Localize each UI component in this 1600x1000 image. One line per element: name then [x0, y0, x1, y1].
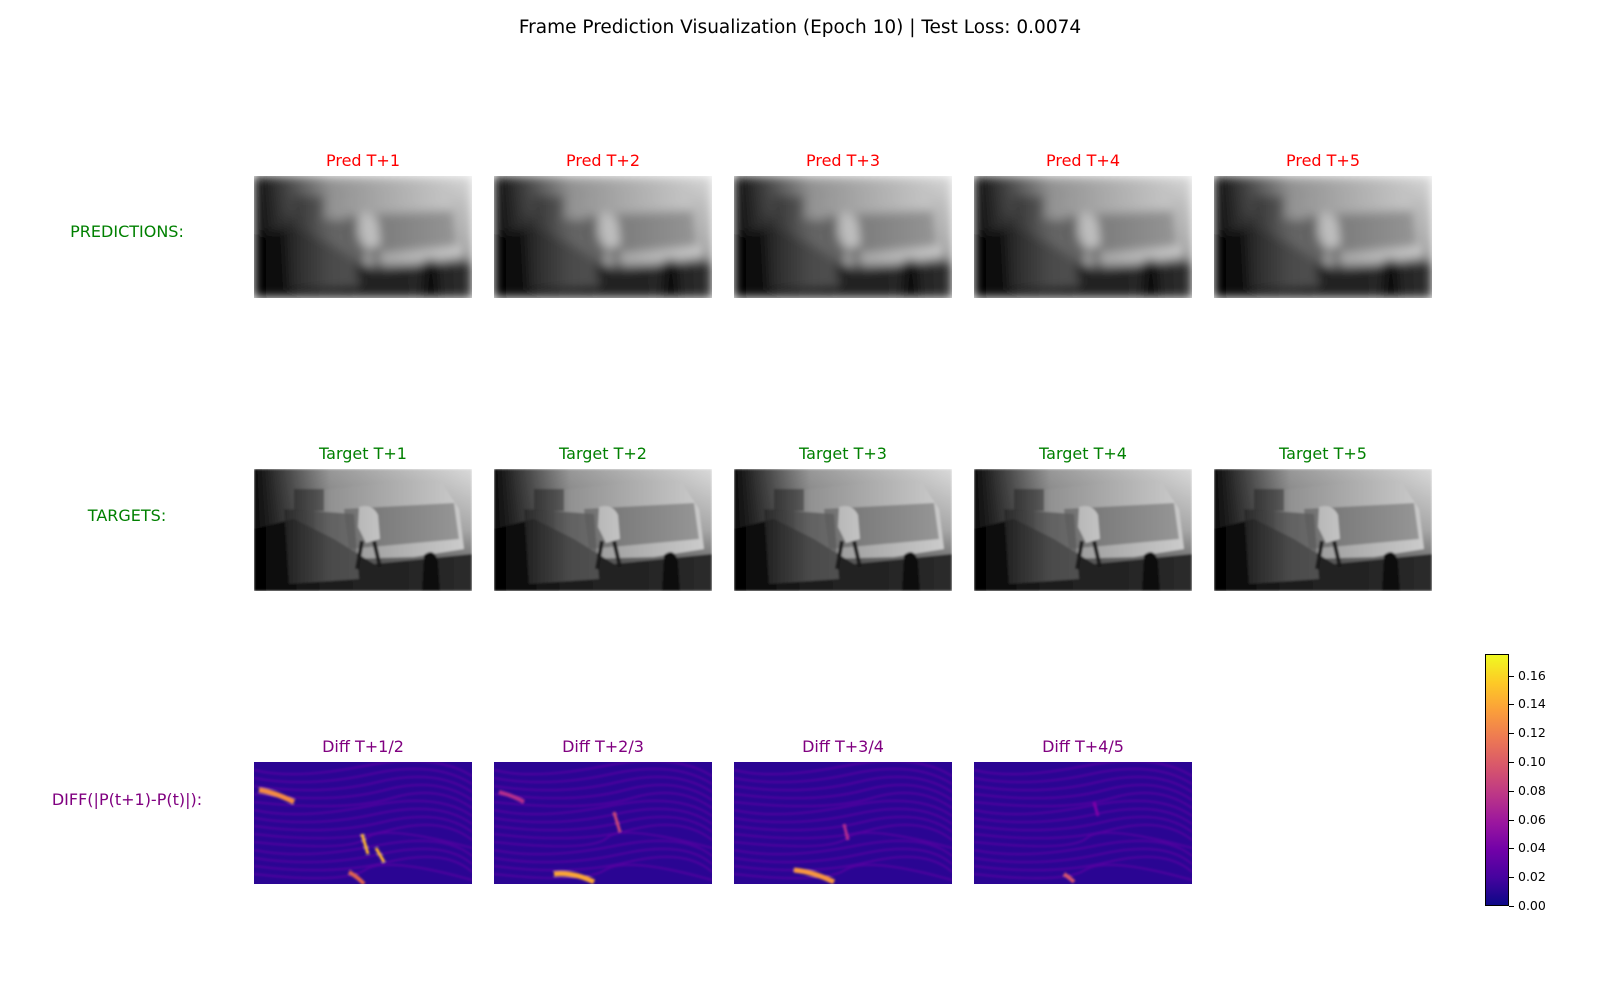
- row-label-targets: TARGETS:: [7, 506, 247, 525]
- targets-frame-image: [254, 469, 472, 591]
- colorbar-tick-label: 0.16: [1510, 670, 1546, 682]
- colorbar-tick-label: 0.14: [1510, 698, 1546, 710]
- targets-frame-image: [1214, 469, 1432, 591]
- diffs-panel-title: Diff T+2/3: [494, 737, 712, 756]
- diffs-frame-image: [734, 762, 952, 884]
- diffs-frame-image: [494, 762, 712, 884]
- targets-panel-title: Target T+2: [494, 444, 712, 463]
- targets-panel-title: Target T+1: [254, 444, 472, 463]
- figure-title: Frame Prediction Visualization (Epoch 10…: [0, 17, 1600, 38]
- colorbar-tick-label: 0.08: [1510, 785, 1546, 797]
- predictions-panel-title: Pred T+2: [494, 151, 712, 170]
- predictions-panel-title: Pred T+4: [974, 151, 1192, 170]
- predictions-panel-title: Pred T+3: [734, 151, 952, 170]
- predictions-frame-image: [974, 176, 1192, 298]
- colorbar-tick-label: 0.12: [1510, 727, 1546, 739]
- predictions-frame-image: [1214, 176, 1432, 298]
- targets-frame-image: [974, 469, 1192, 591]
- colorbar-tick-label: 0.06: [1510, 814, 1546, 826]
- targets-panel-title: Target T+3: [734, 444, 952, 463]
- row-label-predictions: PREDICTIONS:: [7, 222, 247, 241]
- colorbar-tick-label: 0.02: [1510, 871, 1546, 883]
- predictions-panel-title: Pred T+5: [1214, 151, 1432, 170]
- diffs-panel-title: Diff T+4/5: [974, 737, 1192, 756]
- colorbar: [1485, 654, 1509, 906]
- row-label-diffs: DIFF(|P(t+1)-P(t)|):: [7, 790, 247, 809]
- predictions-frame-image: [734, 176, 952, 298]
- targets-frame-image: [494, 469, 712, 591]
- colorbar-tick-label: 0.00: [1510, 900, 1546, 912]
- diffs-panel-title: Diff T+3/4: [734, 737, 952, 756]
- targets-frame-image: [734, 469, 952, 591]
- colorbar-tick-label: 0.04: [1510, 842, 1546, 854]
- predictions-panel-title: Pred T+1: [254, 151, 472, 170]
- diffs-frame-image: [254, 762, 472, 884]
- diffs-frame-image: [974, 762, 1192, 884]
- targets-panel-title: Target T+4: [974, 444, 1192, 463]
- predictions-frame-image: [254, 176, 472, 298]
- colorbar-tick-label: 0.10: [1510, 756, 1546, 768]
- diffs-panel-title: Diff T+1/2: [254, 737, 472, 756]
- targets-panel-title: Target T+5: [1214, 444, 1432, 463]
- predictions-frame-image: [494, 176, 712, 298]
